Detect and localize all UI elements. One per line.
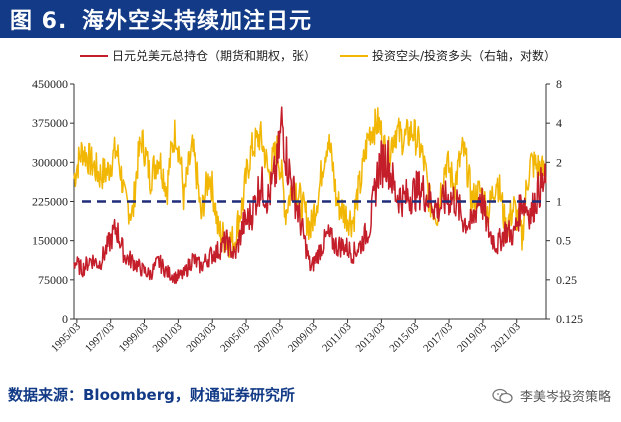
chart-svg: 0 75000 150000 225000 300000 375000 450000 0.12…: [32, 48, 583, 355]
chart-area: 0 75000 150000 225000 300000 375000 450000 0.12…: [0, 38, 621, 380]
x-tick-label: 2007/03: [252, 320, 286, 354]
x-tick-label: 2009/03: [286, 320, 320, 354]
x-tick-label: 2015/03: [387, 320, 421, 354]
left-tick-label: 375000: [32, 116, 68, 130]
x-tick-label: 2017/03: [421, 320, 455, 354]
right-tick-label: 4: [556, 116, 562, 130]
figure-title: 图 6. 海外空头持续加注日元: [0, 3, 318, 35]
right-tick-label: 2: [556, 155, 562, 169]
legend-label-short-long-ratio: 投资空头/投资多头（右轴，对数）: [372, 48, 556, 63]
right-tick-label: 8: [556, 77, 562, 91]
right-tick-label: 0.5: [556, 234, 571, 248]
source-note: 数据来源：Bloomberg，财通证券研究所: [8, 386, 295, 404]
series-line-total-position: [73, 106, 547, 285]
x-tick-label: 2005/03: [218, 320, 252, 354]
watermark-text: 李美岑投资策略: [519, 390, 611, 405]
title-text: 海外空头持续加注日元: [82, 9, 313, 34]
right-tick-label: 0.25: [556, 273, 577, 287]
left-tick-label: 0: [62, 312, 68, 326]
legend-label-total-position: 日元兑美元总持仓（期货和期权，张）: [112, 48, 316, 63]
watermark: 李美岑投资策略: [492, 386, 611, 405]
right-tick-label: 0.125: [556, 312, 583, 326]
left-tick-label: 225000: [32, 195, 68, 209]
left-tick-label: 75000: [38, 273, 68, 287]
x-tick-label: 1997/03: [83, 320, 117, 354]
x-tick-label: 2003/03: [184, 320, 218, 354]
x-tick-label: 2011/03: [320, 320, 354, 354]
left-tick-label: 300000: [32, 155, 68, 169]
x-tick-label: 2021/03: [489, 320, 523, 354]
figure-label: 图 6.: [10, 9, 68, 34]
x-tick-label: 2019/03: [455, 320, 489, 354]
series-line-short-long-ratio: [73, 107, 547, 259]
left-tick-label: 450000: [32, 77, 68, 91]
x-tick-label: 2013/03: [354, 320, 388, 354]
title-bar: 图 6. 海外空头持续加注日元: [0, 0, 621, 38]
right-tick-label: 1: [556, 195, 562, 209]
wechat-icon: [492, 388, 513, 403]
x-tick-label: 2001/03: [151, 320, 185, 354]
line-chart: 0 75000 150000 225000 300000 375000 450000 0.12…: [0, 38, 621, 380]
left-tick-label: 150000: [32, 234, 68, 248]
x-tick-label: 1999/03: [117, 320, 151, 354]
